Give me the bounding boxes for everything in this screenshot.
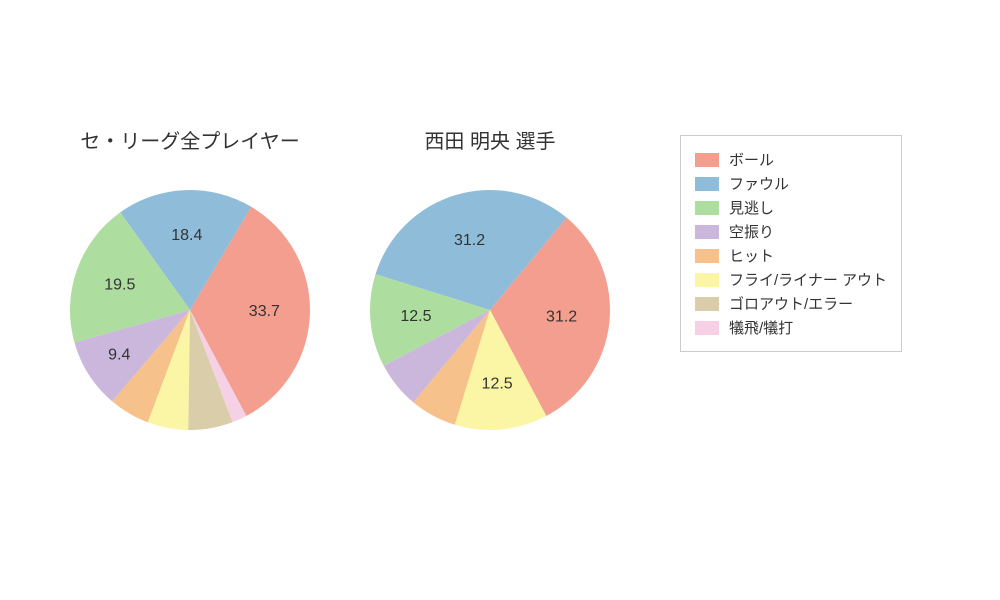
chart-title-player: 西田 明央 選手: [340, 125, 640, 154]
legend-swatch-sac: [695, 321, 719, 335]
legend-swatch-grounder: [695, 297, 719, 311]
slice-label-league-swing: 9.4: [108, 347, 130, 364]
legend-label-flyout: フライ/ライナー アウト: [729, 269, 887, 290]
legend-swatch-swing: [695, 225, 719, 239]
legend-item-ball: ボール: [695, 149, 887, 170]
slice-label-player-foul: 31.2: [454, 232, 485, 249]
slice-label-player-ball: 31.2: [546, 309, 577, 326]
slice-label-player-look: 12.5: [400, 308, 431, 325]
legend-label-ball: ボール: [729, 149, 774, 170]
legend-swatch-hit: [695, 249, 719, 263]
legend-label-foul: ファウル: [729, 173, 789, 194]
legend-item-flyout: フライ/ライナー アウト: [695, 269, 887, 290]
legend-swatch-ball: [695, 153, 719, 167]
legend-item-sac: 犠飛/犠打: [695, 317, 887, 338]
slice-label-player-flyout: 12.5: [482, 375, 513, 392]
legend-item-swing: 空振り: [695, 221, 887, 242]
legend-swatch-flyout: [695, 273, 719, 287]
chart-container: 33.7 18.4 19.5 9.4 31.2 31.2 12.5 12.5 セ・リーグ全プレ…: [0, 0, 1000, 600]
legend-swatch-foul: [695, 177, 719, 191]
legend-item-hit: ヒット: [695, 245, 887, 266]
legend-item-grounder: ゴロアウト/エラー: [695, 293, 887, 314]
legend-label-hit: ヒット: [729, 245, 774, 266]
legend-label-sac: 犠飛/犠打: [729, 317, 793, 338]
legend-label-grounder: ゴロアウト/エラー: [729, 293, 853, 314]
legend-swatch-look: [695, 201, 719, 215]
slice-label-league-ball: 33.7: [249, 303, 280, 320]
legend: ボールファウル見逃し空振りヒットフライ/ライナー アウトゴロアウト/エラー犠飛/…: [680, 135, 902, 352]
legend-item-foul: ファウル: [695, 173, 887, 194]
slice-label-league-foul: 18.4: [171, 227, 202, 244]
chart-title-league: セ・リーグ全プレイヤー: [40, 125, 340, 154]
legend-item-look: 見逃し: [695, 197, 887, 218]
slice-label-league-look: 19.5: [104, 277, 135, 294]
legend-label-swing: 空振り: [729, 221, 774, 242]
legend-label-look: 見逃し: [729, 197, 774, 218]
